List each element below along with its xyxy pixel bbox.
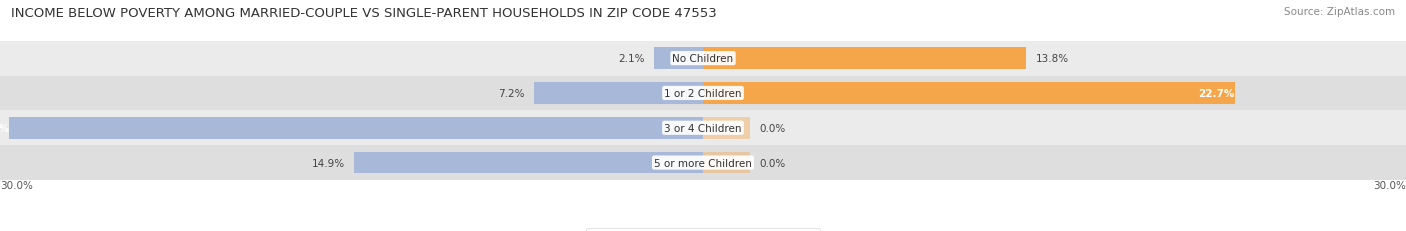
Text: 22.7%: 22.7% <box>1198 88 1234 99</box>
Text: INCOME BELOW POVERTY AMONG MARRIED-COUPLE VS SINGLE-PARENT HOUSEHOLDS IN ZIP COD: INCOME BELOW POVERTY AMONG MARRIED-COUPL… <box>11 7 717 20</box>
Bar <box>534 83 703 104</box>
Text: Source: ZipAtlas.com: Source: ZipAtlas.com <box>1284 7 1395 17</box>
Text: 3 or 4 Children: 3 or 4 Children <box>664 123 742 133</box>
Bar <box>703 48 1026 70</box>
Bar <box>703 152 749 174</box>
Bar <box>10 118 703 139</box>
Bar <box>0 42 1406 76</box>
Text: 5 or more Children: 5 or more Children <box>654 158 752 168</box>
Text: 30.0%: 30.0% <box>0 180 32 190</box>
Legend: Married Couples, Single Parents: Married Couples, Single Parents <box>586 228 820 231</box>
Text: 29.6%: 29.6% <box>0 123 10 133</box>
Bar <box>0 111 1406 146</box>
Bar <box>0 146 1406 180</box>
Text: 2.1%: 2.1% <box>617 54 644 64</box>
Text: 14.9%: 14.9% <box>311 158 344 168</box>
Bar <box>0 76 1406 111</box>
Bar <box>703 118 749 139</box>
Text: 7.2%: 7.2% <box>498 88 524 99</box>
Text: 30.0%: 30.0% <box>1374 180 1406 190</box>
Bar <box>703 83 1234 104</box>
Bar <box>354 152 703 174</box>
Text: 13.8%: 13.8% <box>1036 54 1069 64</box>
Text: 0.0%: 0.0% <box>759 123 786 133</box>
Text: No Children: No Children <box>672 54 734 64</box>
Text: 0.0%: 0.0% <box>759 158 786 168</box>
Text: 1 or 2 Children: 1 or 2 Children <box>664 88 742 99</box>
Bar <box>654 48 703 70</box>
